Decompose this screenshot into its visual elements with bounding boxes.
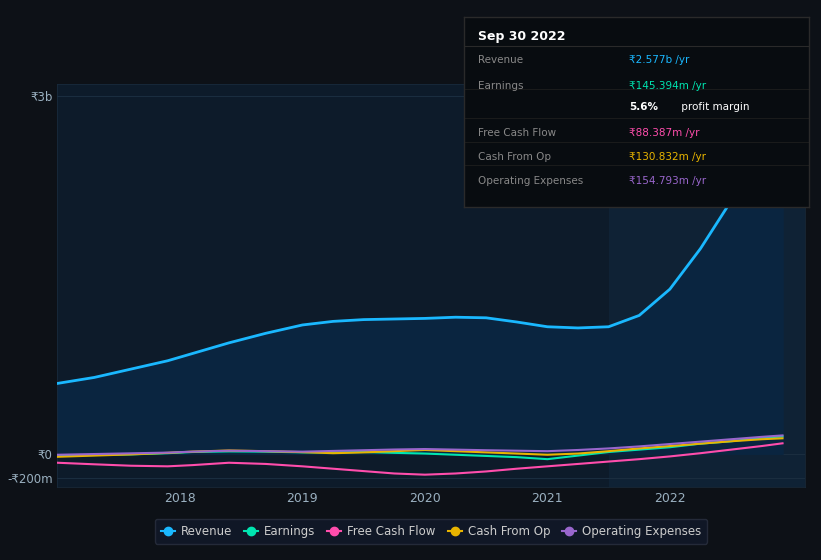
Legend: Revenue, Earnings, Free Cash Flow, Cash From Op, Operating Expenses: Revenue, Earnings, Free Cash Flow, Cash … <box>155 519 707 544</box>
Text: ₹2.577b /yr: ₹2.577b /yr <box>630 55 690 65</box>
Text: Revenue: Revenue <box>478 55 523 65</box>
Text: ₹88.387m /yr: ₹88.387m /yr <box>630 128 699 138</box>
Text: ₹130.832m /yr: ₹130.832m /yr <box>630 152 706 162</box>
Bar <box>608 84 805 487</box>
Text: Sep 30 2022: Sep 30 2022 <box>478 30 565 43</box>
Text: Earnings: Earnings <box>478 81 523 91</box>
Text: Cash From Op: Cash From Op <box>478 152 551 162</box>
Text: ₹154.793m /yr: ₹154.793m /yr <box>630 176 707 186</box>
Text: profit margin: profit margin <box>677 101 749 111</box>
Text: Operating Expenses: Operating Expenses <box>478 176 583 186</box>
Text: Free Cash Flow: Free Cash Flow <box>478 128 556 138</box>
Text: ₹145.394m /yr: ₹145.394m /yr <box>630 81 707 91</box>
Text: 5.6%: 5.6% <box>630 101 658 111</box>
